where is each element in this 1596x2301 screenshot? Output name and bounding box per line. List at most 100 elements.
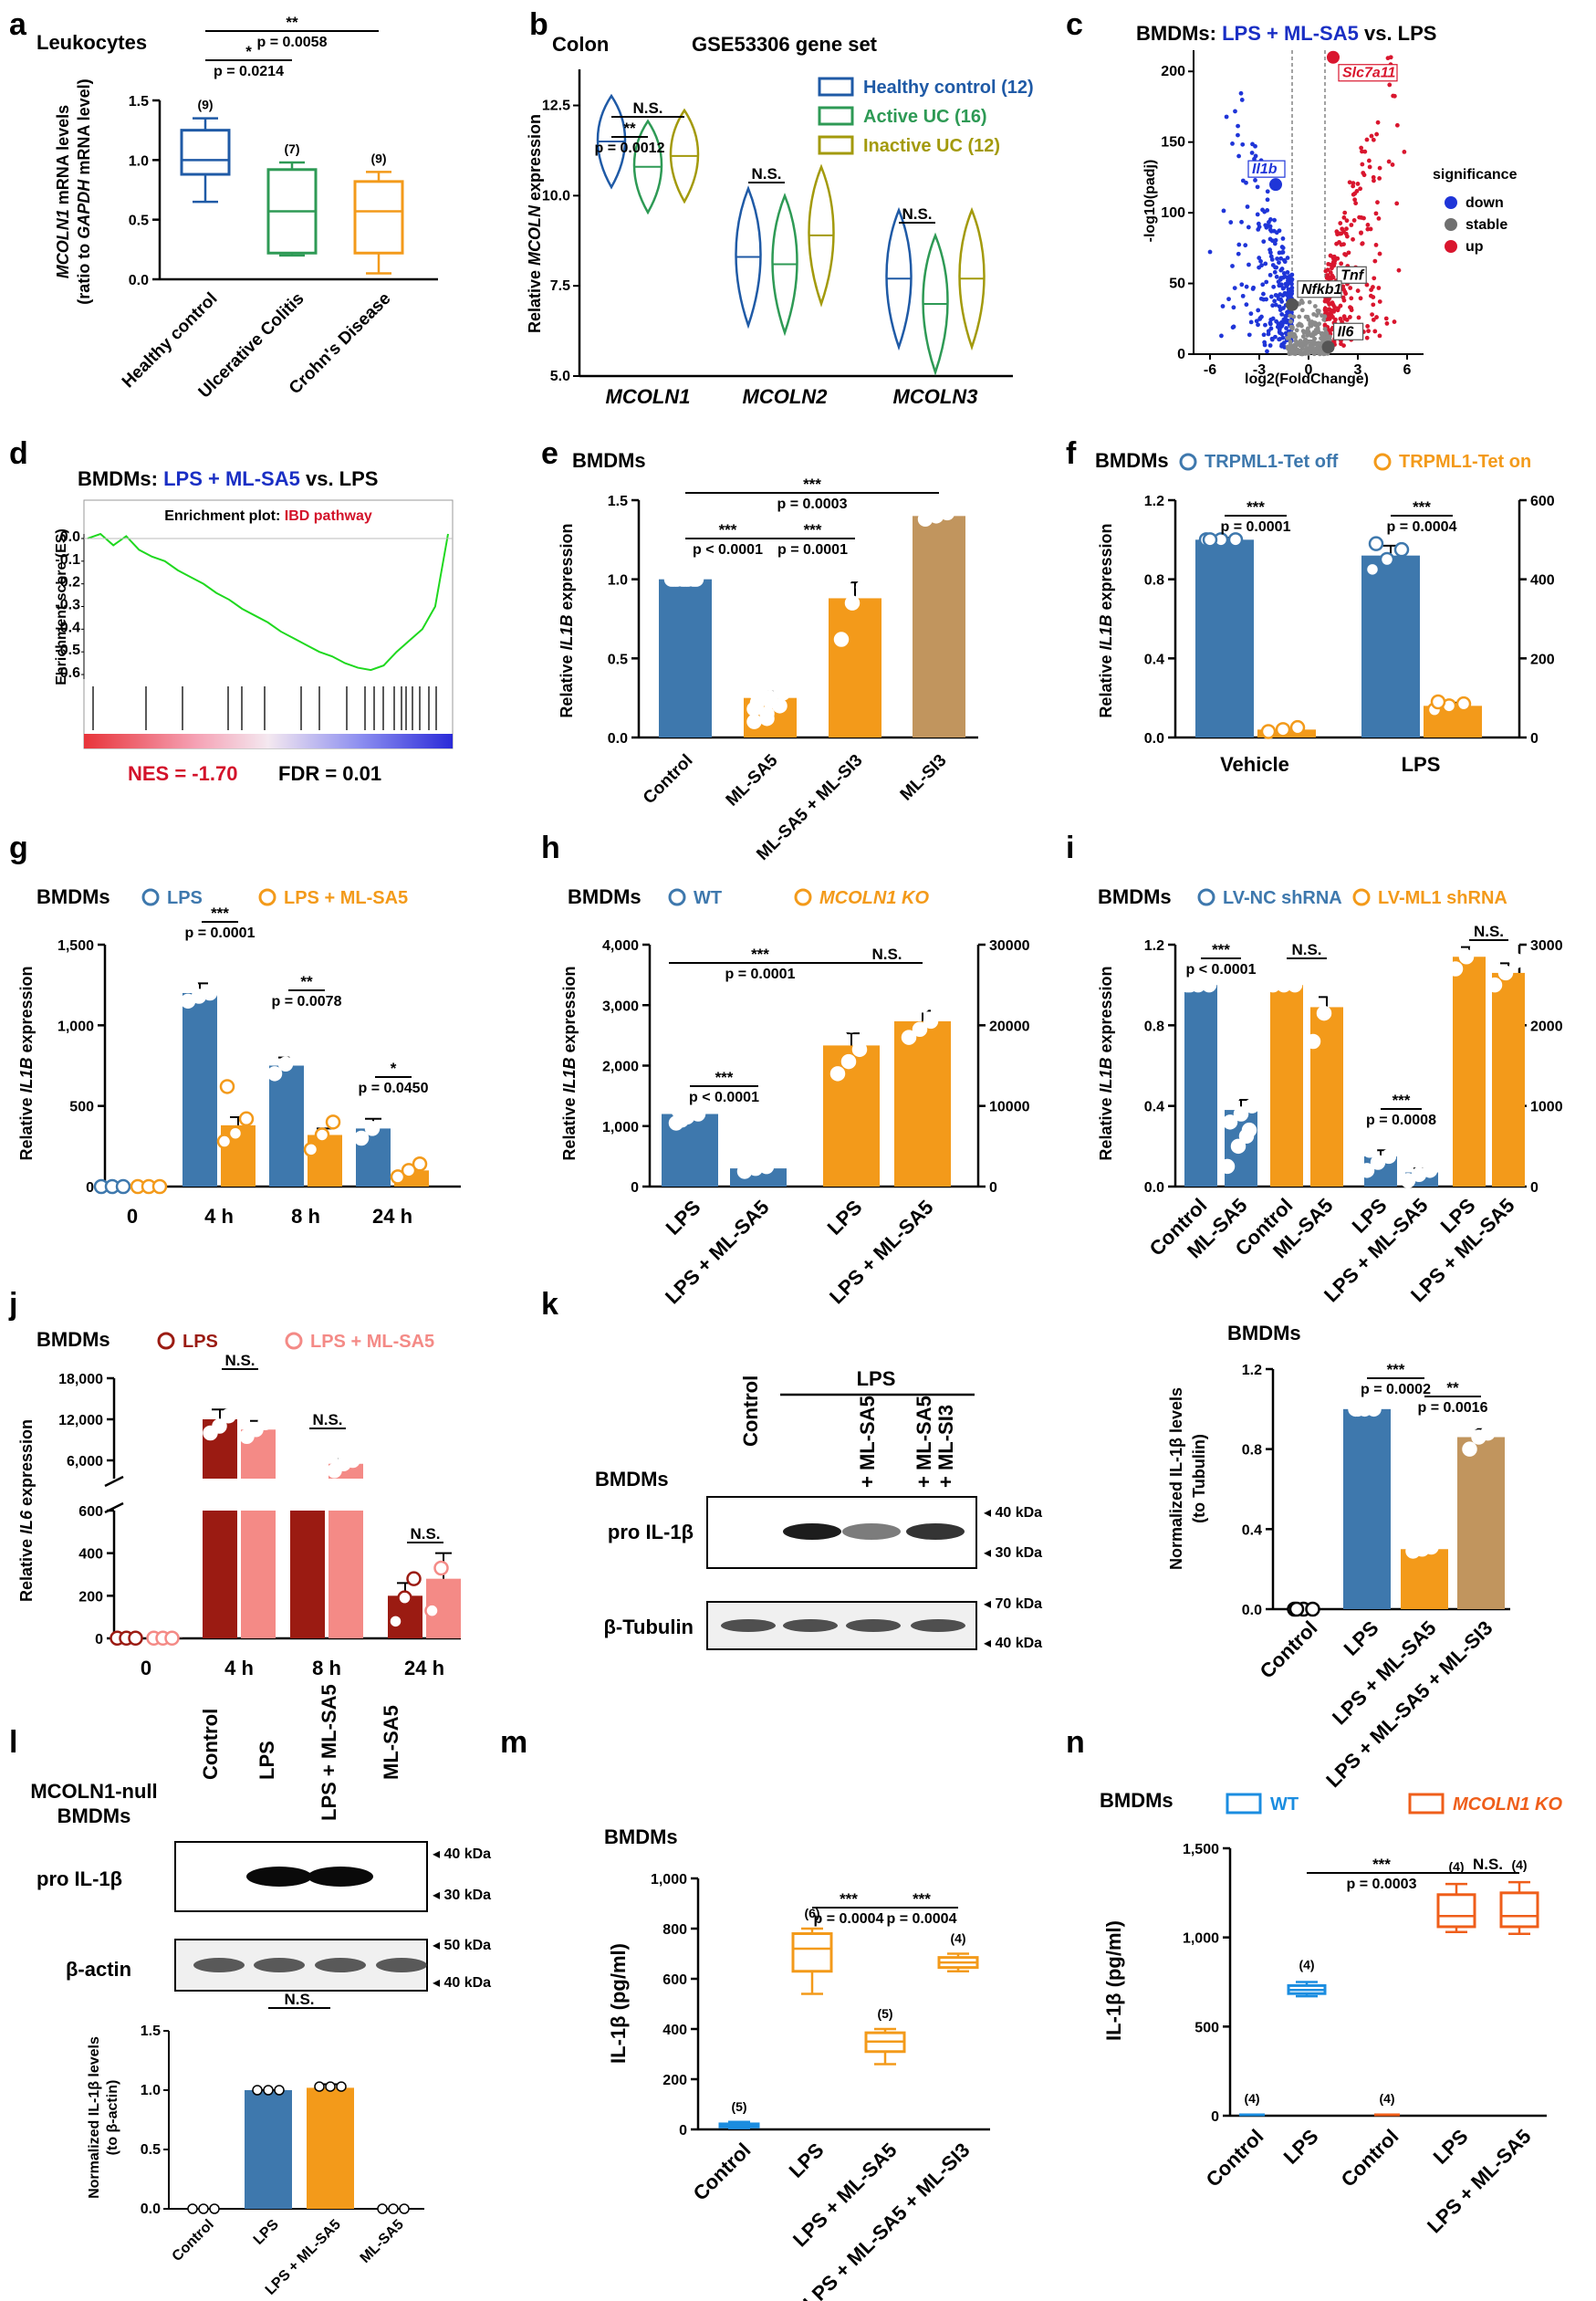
enrichment-title: Enrichment plot: IBD pathway — [164, 508, 372, 524]
legend-marker — [1445, 240, 1457, 253]
volcano-point — [1316, 309, 1321, 314]
y-axis-title: Relative IL1B expression — [1097, 966, 1115, 1160]
y-tick-label: 1.2 — [1242, 1363, 1262, 1378]
data-point — [252, 2085, 263, 2096]
volcano-point — [1377, 299, 1382, 304]
volcano-point — [1270, 303, 1276, 309]
bar — [1457, 1437, 1505, 1609]
y-tick-label: 1000 — [1530, 1100, 1563, 1115]
legend-swatch — [818, 106, 854, 126]
legend-marker — [141, 888, 160, 906]
mw-marker: ◂ 30 kDa — [984, 1545, 1042, 1561]
panel-label: e — [541, 436, 558, 471]
x-axis-title: log2(FoldChange) — [1245, 371, 1369, 387]
data-point — [1381, 1148, 1397, 1165]
text-span: Enrichment score (ES) — [54, 528, 69, 685]
text-span: expression — [1097, 523, 1115, 614]
highlight-point — [1327, 50, 1340, 64]
data-point — [1359, 1163, 1375, 1178]
volcano-point — [1232, 286, 1237, 290]
volcano-point — [1390, 162, 1395, 167]
volcano-point — [1285, 270, 1290, 275]
volcano-point — [1313, 341, 1319, 347]
data-point — [288, 1046, 305, 1062]
volcano-point — [1375, 120, 1381, 125]
volcano-point — [1341, 215, 1347, 220]
volcano-point — [1273, 302, 1278, 308]
volcano-point — [1372, 329, 1378, 334]
volcano-point — [1368, 226, 1373, 232]
y-axis-title: Relative MCOLN expression — [526, 114, 544, 333]
y-tick-label: 600 — [662, 1972, 687, 1988]
y-axis-title: Enrichment score (ES) — [54, 528, 69, 685]
p-value: p = 0.0002 — [1361, 1382, 1431, 1397]
volcano-point — [1369, 133, 1374, 139]
significance-stars: * — [245, 43, 252, 60]
bar — [1343, 1408, 1391, 1609]
volcano-point — [1349, 296, 1354, 301]
y-tick-label: 100 — [1161, 205, 1185, 221]
panel-f: f BMDMs TRPML1-Tet off TRPML1-Tet on 0.0 0.4 0… — [1066, 436, 1555, 776]
y-tick-label: 0.8 — [1144, 573, 1164, 589]
text-span: expression — [558, 523, 576, 614]
volcano-point — [1392, 319, 1397, 324]
text-span: + ML-SI3 — [934, 1405, 957, 1488]
bar — [245, 2090, 292, 2209]
text-span: expression — [560, 966, 579, 1057]
volcano-point — [1307, 349, 1312, 354]
bar — [913, 516, 965, 737]
significance-stars: *** — [751, 946, 769, 963]
y-tick-label: 1.2 — [1144, 494, 1164, 509]
y-tick-label: 2,000 — [602, 1060, 639, 1075]
y-tick-label: 0 — [1530, 1180, 1539, 1196]
data-point — [412, 1156, 428, 1172]
band-label: pro IL-1β — [37, 1867, 122, 1890]
data-point — [1288, 1601, 1305, 1617]
data-point — [749, 686, 766, 703]
volcano-point — [1278, 324, 1283, 329]
data-point — [202, 985, 218, 1001]
y-tick-label: 0.0 — [608, 731, 628, 747]
volcano-point — [1312, 336, 1318, 341]
panel-e: e BMDMs 0.0 0.5 1.0 1.5 Relative IL1B expressi… — [541, 436, 978, 864]
category-label: LPS — [785, 2139, 829, 2182]
category-label: Control — [1202, 2125, 1268, 2191]
volcano-point — [1257, 256, 1262, 260]
gene-label-box — [1338, 64, 1398, 82]
y-tick-label: 1.5 — [129, 94, 149, 110]
volcano-point — [1367, 164, 1372, 170]
y-tick-label: -0.3 — [55, 598, 80, 613]
volcano-point — [1394, 122, 1400, 128]
data-point — [183, 977, 199, 993]
category-label: 8 h — [312, 1657, 341, 1679]
panel-title: BMDMs — [1095, 449, 1169, 472]
data-point — [1430, 694, 1446, 710]
panel-label: b — [529, 7, 548, 42]
n-label: (4) — [1448, 1859, 1464, 1874]
data-point — [829, 1066, 846, 1082]
volcano-point — [1371, 302, 1376, 308]
volcano-point — [1352, 197, 1358, 203]
volcano-point — [1305, 326, 1310, 331]
volcano-point — [1280, 246, 1286, 251]
panel-g: g BMDMs LPS LPS + ML-SA5 0 500 1,000 1,500 Relat… — [9, 831, 461, 1228]
volcano-point — [1239, 219, 1244, 225]
y-tick-label: 800 — [662, 1922, 687, 1938]
legend-label: LPS — [167, 888, 203, 908]
bar — [894, 1020, 951, 1187]
volcano-point — [1344, 234, 1350, 239]
data-point — [847, 552, 863, 569]
volcano-point — [1240, 141, 1246, 147]
panel-title: BMDMs — [604, 1825, 678, 1848]
data-point — [1182, 977, 1198, 993]
data-point — [836, 571, 852, 587]
n-label: (4) — [950, 1931, 965, 1946]
volcano-point — [1253, 153, 1258, 159]
data-point — [832, 1030, 849, 1045]
volcano-point — [1221, 208, 1226, 214]
text-span: Relative — [1097, 651, 1115, 718]
data-point — [746, 714, 762, 729]
significance-stars: *** — [1413, 498, 1431, 516]
data-point — [772, 679, 788, 695]
volcano-point — [1376, 286, 1382, 290]
